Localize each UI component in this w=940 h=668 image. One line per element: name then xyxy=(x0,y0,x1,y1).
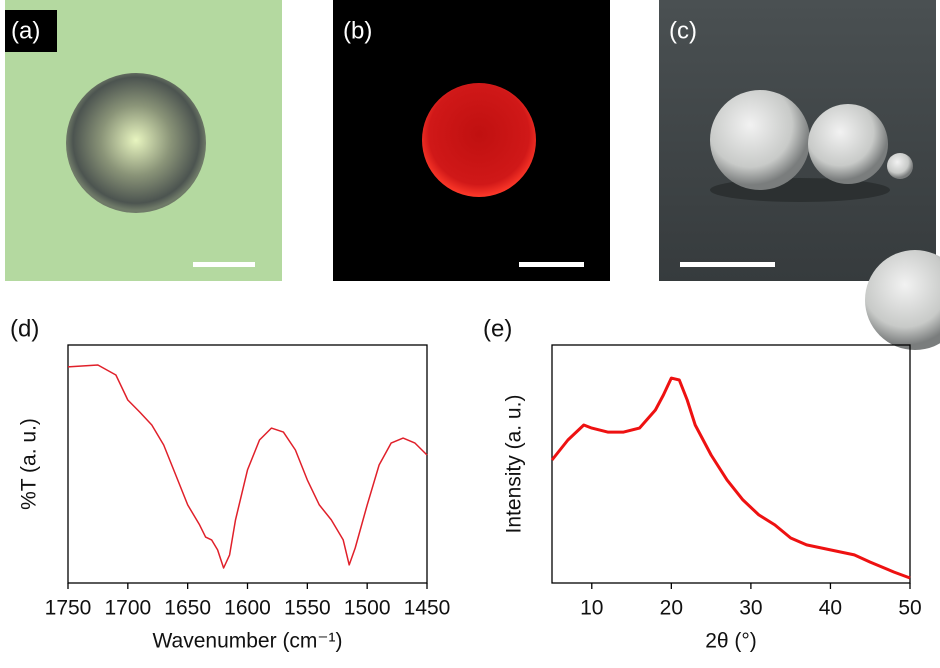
x-axis-label: 2θ (°) xyxy=(705,630,757,653)
panel-label: (a) xyxy=(11,17,40,44)
photo-b: (b) xyxy=(333,0,610,281)
panel-label: (e) xyxy=(483,315,512,342)
x-tick-label: 10 xyxy=(580,597,603,620)
x-tick-label: 1500 xyxy=(344,597,391,620)
x-tick-label: 1450 xyxy=(404,597,451,620)
x-tick-label: 1600 xyxy=(224,597,271,620)
plot-frame xyxy=(67,344,428,584)
panel-label: (b) xyxy=(343,17,372,44)
y-axis-label: Intensity (a. u.) xyxy=(503,395,526,534)
data-line xyxy=(550,376,911,580)
x-tick-label: 50 xyxy=(898,597,921,620)
x-tick-label: 1650 xyxy=(164,597,211,620)
panel-label: (d) xyxy=(10,315,39,342)
x-tick-label: 1750 xyxy=(45,597,92,620)
plot-frame xyxy=(551,344,911,584)
y-axis-label: %T (a. u.) xyxy=(18,418,41,510)
panel-label: (c) xyxy=(669,17,697,44)
x-tick-label: 30 xyxy=(739,597,762,620)
x-tick-label: 40 xyxy=(819,597,842,620)
data-line xyxy=(67,364,428,569)
photo-c: (c) xyxy=(659,0,940,350)
x-axis-label: Wavenumber (cm⁻¹) xyxy=(153,630,343,653)
x-tick-label: 20 xyxy=(660,597,683,620)
x-tick-label: 1700 xyxy=(104,597,151,620)
x-tick-label: 1550 xyxy=(284,597,331,620)
photo-a: (a) xyxy=(5,0,282,281)
